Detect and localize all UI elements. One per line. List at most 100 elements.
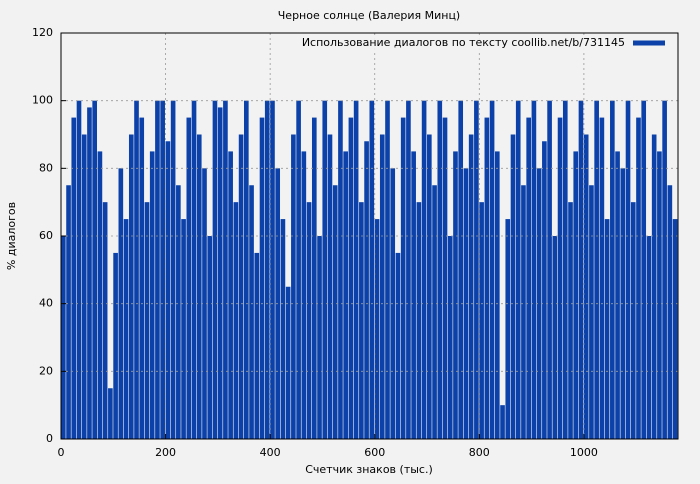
bar xyxy=(291,134,296,439)
x-axis-label: Счетчик знаков (тыс.) xyxy=(305,463,433,476)
bar xyxy=(484,117,490,439)
x-tick-label: 0 xyxy=(58,446,65,459)
bar xyxy=(108,388,113,439)
y-axis-label: % диалогов xyxy=(5,202,18,270)
legend-label: Использование диалогов по тексту coollib… xyxy=(302,36,625,49)
bar xyxy=(583,134,589,439)
bar xyxy=(411,151,416,439)
bar xyxy=(322,100,328,440)
bar xyxy=(594,100,599,440)
bar xyxy=(505,219,511,439)
y-tick-label: 100 xyxy=(32,94,53,107)
legend-swatch xyxy=(633,40,665,46)
bar xyxy=(651,134,657,439)
bar xyxy=(500,405,505,439)
bar xyxy=(562,100,568,440)
bar xyxy=(233,202,239,439)
bar xyxy=(149,151,155,439)
bar xyxy=(280,219,286,439)
bar xyxy=(87,107,92,439)
bar xyxy=(332,185,338,439)
bar xyxy=(641,100,647,440)
bar xyxy=(202,168,207,440)
bar xyxy=(128,134,134,439)
bar xyxy=(353,100,359,440)
bar xyxy=(343,151,348,439)
bar xyxy=(552,236,558,439)
bar xyxy=(374,219,380,439)
bar xyxy=(568,202,573,439)
bar xyxy=(526,117,531,439)
bar xyxy=(170,100,176,440)
bar xyxy=(458,100,464,440)
plot-frame xyxy=(60,32,679,440)
bar xyxy=(97,151,103,439)
bar xyxy=(155,100,160,440)
bar xyxy=(510,134,516,439)
bar xyxy=(186,117,192,439)
bar xyxy=(427,134,432,439)
bar xyxy=(531,100,537,440)
bar xyxy=(359,202,364,439)
bar xyxy=(447,236,453,439)
x-tick-label: 800 xyxy=(469,446,490,459)
bar xyxy=(61,236,66,439)
bar xyxy=(589,185,594,439)
bar xyxy=(254,252,260,439)
bar xyxy=(625,100,631,440)
bar xyxy=(165,141,171,439)
bar xyxy=(379,134,385,439)
bar xyxy=(327,134,333,439)
bar xyxy=(395,252,401,439)
bar xyxy=(474,100,479,440)
bar xyxy=(296,100,301,440)
bar xyxy=(468,134,474,439)
bar xyxy=(244,100,249,440)
bar xyxy=(238,134,244,439)
bar xyxy=(301,151,307,439)
bar xyxy=(338,100,343,440)
bar xyxy=(369,100,375,440)
bar xyxy=(657,151,662,439)
bar xyxy=(521,185,526,439)
bar xyxy=(317,236,322,439)
bar xyxy=(604,219,610,439)
bar xyxy=(66,185,71,439)
bar xyxy=(249,185,254,439)
bar xyxy=(259,117,265,439)
bar xyxy=(515,100,521,440)
bar xyxy=(118,168,124,440)
bar xyxy=(547,100,552,440)
y-tick-label: 20 xyxy=(39,364,53,377)
bar xyxy=(228,151,233,439)
y-tick-label: 60 xyxy=(39,229,53,242)
bar xyxy=(557,117,563,439)
bar xyxy=(144,202,150,439)
bar xyxy=(102,202,108,439)
y-tick-label: 120 xyxy=(32,26,53,39)
bar xyxy=(311,117,317,439)
bar xyxy=(139,117,145,439)
bar xyxy=(615,151,620,439)
bar xyxy=(123,219,129,439)
bar xyxy=(416,202,422,439)
bar xyxy=(285,286,291,439)
bar xyxy=(636,117,641,439)
bar xyxy=(92,100,98,440)
bar xyxy=(667,185,673,439)
y-tick-label: 0 xyxy=(46,432,53,445)
bar xyxy=(672,219,678,439)
y-tick-label: 40 xyxy=(39,297,53,310)
bar xyxy=(270,100,275,440)
bar xyxy=(479,202,484,439)
bar xyxy=(196,134,202,439)
y-tick-label: 80 xyxy=(39,161,53,174)
bar xyxy=(306,202,312,439)
bar xyxy=(442,117,448,439)
bar xyxy=(453,151,458,439)
bar xyxy=(191,100,197,440)
bar xyxy=(160,100,165,440)
bar xyxy=(421,100,427,440)
bar xyxy=(542,141,547,439)
